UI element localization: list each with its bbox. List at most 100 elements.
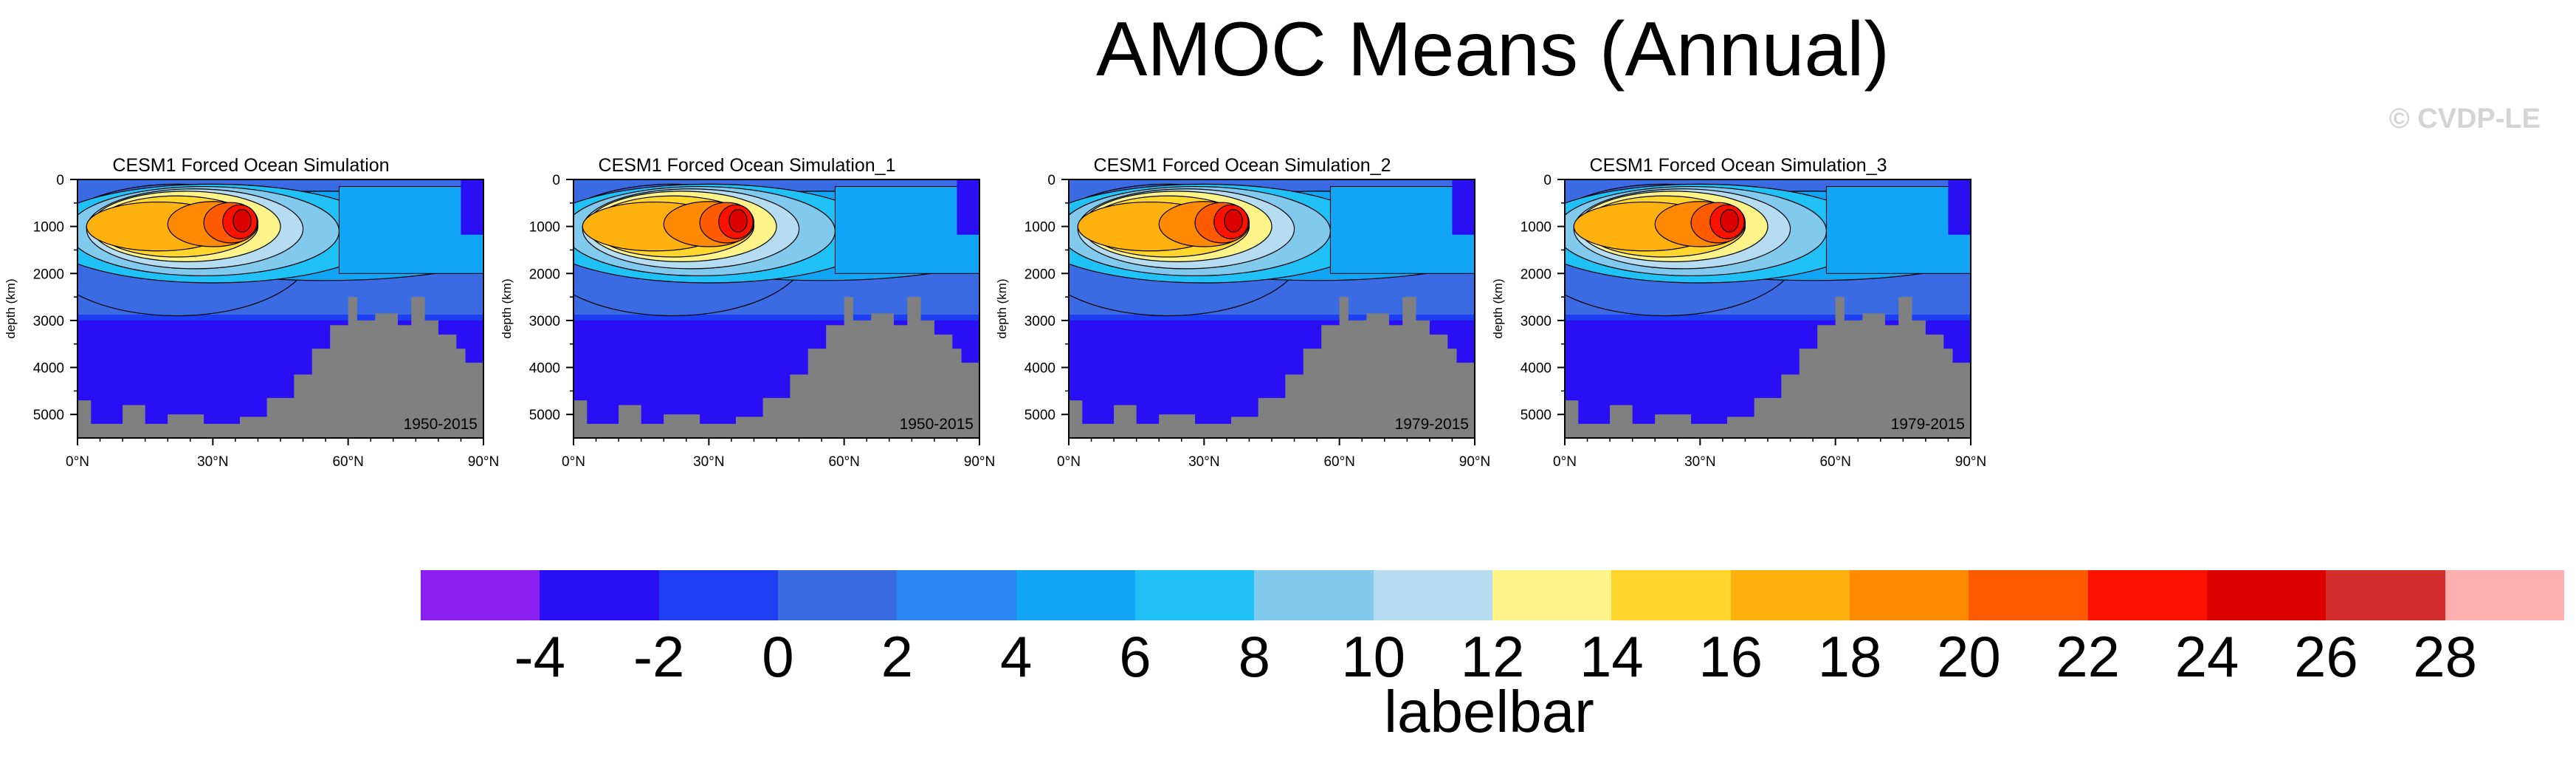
labelbar-tick-label: -4: [514, 624, 566, 689]
contour-fill: [78, 179, 483, 438]
y-tick-label: 5000: [529, 408, 560, 423]
x-tick-label: 90°N: [468, 454, 499, 470]
labelbar-tick-label: 0: [762, 624, 794, 689]
labelbar-tick-label: 6: [1119, 624, 1151, 689]
y-tick-label: 4000: [1521, 361, 1552, 377]
panel-title: CESM1 Forced Ocean Simulation_3: [1589, 155, 1887, 176]
labelbar-box: [897, 570, 1017, 620]
x-tick-label: 30°N: [1188, 454, 1219, 470]
labelbar-box: [1969, 570, 2089, 620]
contour-fill: [1069, 179, 1475, 438]
amoc-contour-plot: 0 1000 2000 3000 4000 5000 0°N 30°N 60°N 90°N dept…: [4, 173, 499, 470]
labelbar-box: [1373, 570, 1493, 620]
labelbar-box: [1492, 570, 1612, 620]
amoc-contour-plot: 0 1000 2000 3000 4000 5000 0°N 30°N 60°N 90°N dept…: [1491, 173, 1986, 470]
y-tick-label: 1000: [529, 220, 560, 236]
x-tick-label: 90°N: [1955, 454, 1986, 470]
y-tick-label: 0: [552, 173, 560, 188]
bathymetry-land-mask: [1565, 297, 1971, 438]
labelbar-box: [2207, 570, 2327, 620]
y-axis-label: depth (km): [995, 278, 1009, 338]
y-tick-label: 1000: [1521, 220, 1552, 236]
bathymetry-land-mask: [78, 297, 483, 438]
y-tick-label: 0: [56, 173, 64, 188]
y-tick-label: 1000: [1024, 220, 1055, 236]
y-tick-label: 3000: [1521, 314, 1552, 329]
labelbar-tick-label: 4: [999, 624, 1033, 689]
labelbar-box: [540, 570, 660, 620]
panel-title: CESM1 Forced Ocean Simulation_1: [598, 155, 896, 176]
y-tick-label: 5000: [1024, 408, 1055, 423]
y-axis-label: depth (km): [4, 278, 18, 338]
x-tick-label: 0°N: [1057, 454, 1081, 470]
x-tick-label: 30°N: [1684, 454, 1715, 470]
y-tick-label: 3000: [529, 314, 560, 329]
labelbar-box: [1730, 570, 1850, 620]
copyright-watermark: © CVDP-LE: [2389, 103, 2541, 134]
labelbar-box: [1135, 570, 1255, 620]
y-tick-label: 0: [1047, 173, 1055, 188]
x-tick-label: 60°N: [1819, 454, 1850, 470]
labelbar-box: [2087, 570, 2208, 620]
labelbar-tick-label: 10: [1341, 624, 1406, 689]
labelbar: [421, 570, 2565, 622]
labelbar-title: labelbar: [1384, 679, 1594, 744]
labelbar-tick-label: 18: [1817, 624, 1882, 689]
labelbar-tick-label: 16: [1698, 624, 1763, 689]
amoc-panel-2: CESM1 Forced Ocean Simulation_1 0 1000 2000…: [496, 148, 998, 495]
amoc-panel-3: CESM1 Forced Ocean Simulation_2 0 1000 2000…: [991, 148, 1493, 495]
labelbar-tick-label: 26: [2293, 624, 2358, 689]
labelbar-box: [1016, 570, 1136, 620]
amoc-contour-plot: 0 1000 2000 3000 4000 5000 0°N 30°N 60°N 90°N dept…: [500, 173, 995, 470]
labelbar-tick-label: 8: [1238, 624, 1271, 689]
y-tick-label: 4000: [33, 361, 64, 377]
x-tick-label: 30°N: [693, 454, 724, 470]
x-tick-label: 90°N: [1459, 454, 1490, 470]
y-axis-label: depth (km): [500, 278, 514, 338]
x-tick-label: 0°N: [1553, 454, 1577, 470]
amoc-panel-4: CESM1 Forced Ocean Simulation_3 0 1000 2000…: [1487, 148, 1989, 495]
y-tick-label: 4000: [529, 361, 560, 377]
y-axis-label: depth (km): [1491, 278, 1505, 338]
labelbar-tick-label: -2: [633, 624, 685, 689]
contour-fill: [574, 179, 979, 438]
amoc-panel-1: CESM1 Forced Ocean Simulation 0 1000 2000 30…: [0, 148, 502, 495]
page-title: AMOC Means (Annual): [1095, 7, 1890, 92]
y-tick-label: 2000: [1024, 267, 1055, 282]
y-tick-label: 3000: [33, 314, 64, 329]
labelbar-box: [658, 570, 779, 620]
period-annotation: 1979-2015: [1395, 416, 1469, 433]
period-annotation: 1950-2015: [900, 416, 974, 433]
labelbar-box: [778, 570, 898, 620]
labelbar-box: [1254, 570, 1374, 620]
y-tick-label: 5000: [33, 408, 64, 423]
y-tick-label: 0: [1543, 173, 1552, 188]
x-tick-label: 90°N: [964, 454, 995, 470]
period-annotation: 1950-2015: [404, 416, 478, 433]
x-tick-label: 60°N: [332, 454, 363, 470]
y-tick-label: 2000: [529, 267, 560, 282]
y-tick-label: 2000: [33, 267, 64, 282]
x-tick-label: 0°N: [66, 454, 89, 470]
labelbar-box: [2445, 570, 2565, 620]
y-tick-label: 3000: [1024, 314, 1055, 329]
labelbar-box: [1850, 570, 1969, 620]
bathymetry-land-mask: [574, 297, 979, 438]
x-tick-label: 30°N: [197, 454, 228, 470]
labelbar-tick-label: 20: [1936, 624, 2001, 689]
labelbar-box: [421, 570, 540, 620]
x-tick-label: 60°N: [1323, 454, 1354, 470]
panel-title: CESM1 Forced Ocean Simulation: [112, 155, 390, 176]
panel-title: CESM1 Forced Ocean Simulation_2: [1093, 155, 1391, 176]
labelbar-tick-label: 14: [1579, 624, 1644, 689]
contour-fill: [1565, 179, 1971, 438]
y-tick-label: 5000: [1521, 408, 1552, 423]
labelbar-tick-label: 22: [2056, 624, 2121, 689]
labelbar-box: [1611, 570, 1732, 620]
labelbar-tick-label: 28: [2413, 624, 2478, 689]
y-tick-label: 1000: [33, 220, 64, 236]
labelbar-tick-label: 24: [2174, 624, 2239, 689]
labelbar-box: [2326, 570, 2446, 620]
labelbar-tick-label: 2: [881, 624, 914, 689]
y-tick-label: 4000: [1024, 361, 1055, 377]
